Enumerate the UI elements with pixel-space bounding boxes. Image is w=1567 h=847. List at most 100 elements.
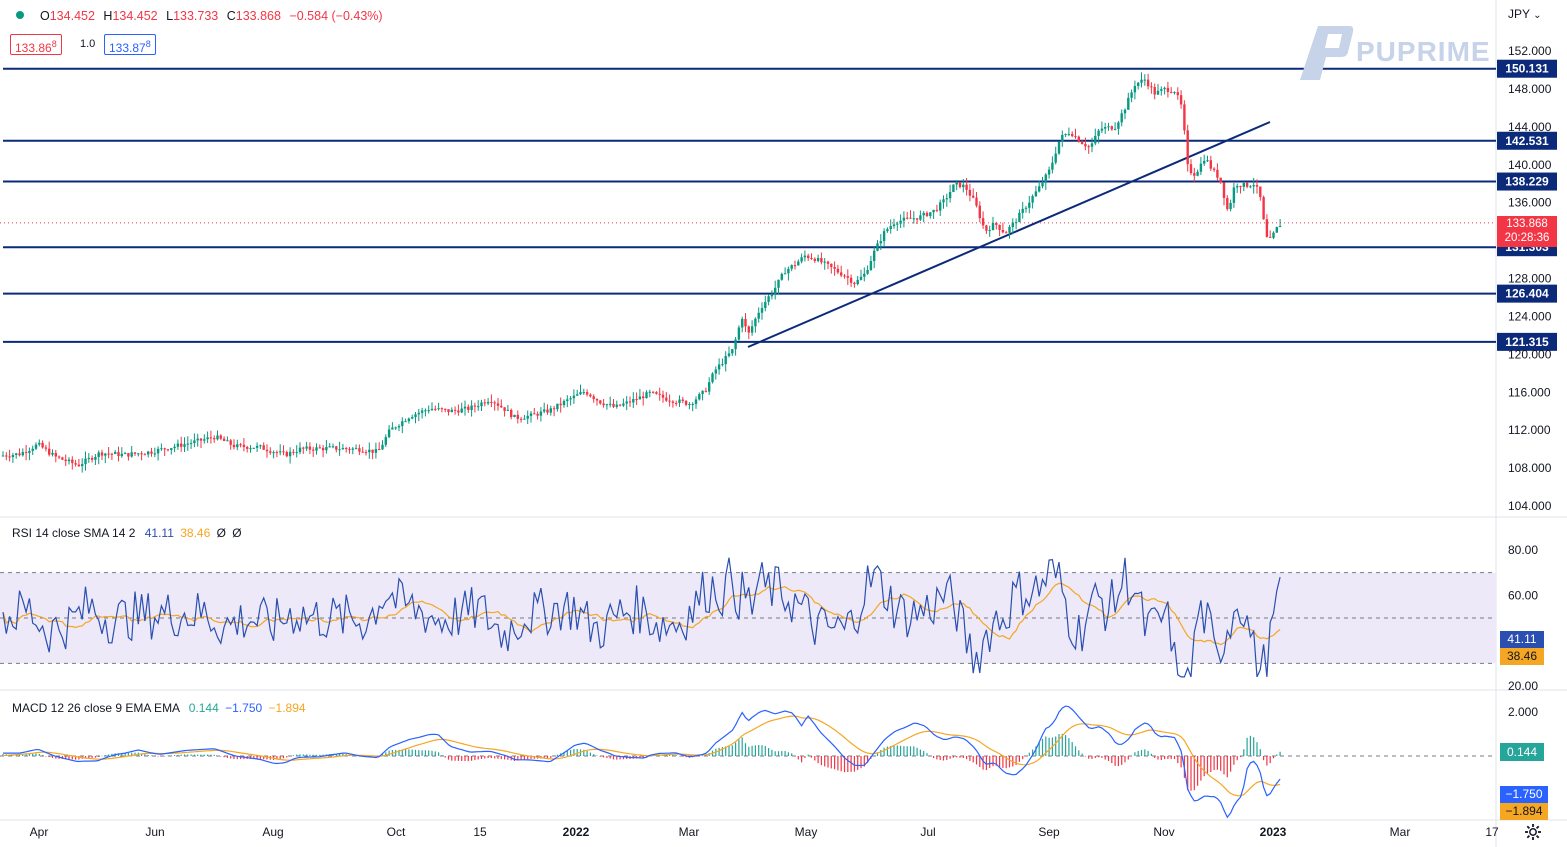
candle-body bbox=[470, 405, 473, 410]
macd-histogram-bar bbox=[725, 746, 727, 756]
candle-body bbox=[401, 421, 404, 427]
candle-body bbox=[1038, 186, 1041, 192]
macd-histogram-bar bbox=[985, 756, 987, 771]
macd-histogram-bar bbox=[210, 754, 212, 756]
macd-histogram-bar bbox=[22, 754, 24, 756]
candle-body bbox=[721, 364, 724, 366]
candle-body bbox=[107, 453, 110, 455]
candle-body bbox=[1176, 92, 1179, 96]
candle-body bbox=[585, 392, 589, 395]
macd-histogram-bar bbox=[312, 754, 314, 756]
candle-body bbox=[67, 459, 71, 462]
candle-body bbox=[57, 456, 61, 458]
macd-histogram-bar bbox=[98, 756, 100, 758]
candle-body bbox=[625, 401, 628, 404]
macd-histogram-bar bbox=[438, 752, 440, 756]
macd-histogram-bar bbox=[154, 756, 156, 757]
candle-body bbox=[110, 453, 114, 455]
macd-histogram-bar bbox=[966, 756, 968, 760]
macd-histogram-bar bbox=[949, 756, 951, 759]
candle-body bbox=[724, 356, 727, 365]
currency-label: JPY bbox=[1508, 7, 1530, 21]
candle-body bbox=[288, 451, 292, 457]
macd-histogram-bar bbox=[414, 749, 417, 756]
candle-body bbox=[972, 195, 975, 198]
candle-body bbox=[572, 395, 576, 399]
macd-histogram-bar bbox=[1005, 756, 1007, 769]
candle-body bbox=[28, 450, 31, 453]
candle-body bbox=[1196, 171, 1199, 176]
candle-body bbox=[912, 218, 915, 220]
macd-histogram-bar bbox=[1055, 736, 1057, 756]
macd-histogram-bar bbox=[1038, 742, 1040, 756]
macd-histogram-bar bbox=[203, 754, 205, 756]
macd-histogram-bar bbox=[306, 754, 308, 756]
macd-histogram-bar bbox=[226, 756, 228, 758]
candle-body bbox=[793, 265, 797, 267]
macd-histogram-bar bbox=[867, 756, 869, 763]
candle-body bbox=[536, 413, 539, 416]
candle-body bbox=[163, 448, 166, 450]
candle-body bbox=[859, 276, 863, 280]
candle-body bbox=[582, 392, 585, 394]
candle-body bbox=[892, 224, 896, 227]
candle-body bbox=[48, 448, 51, 455]
macd-histogram-bar bbox=[1144, 749, 1146, 756]
candle-body bbox=[450, 409, 453, 413]
macd-histogram-bar bbox=[279, 756, 281, 759]
sell-pip: 8 bbox=[51, 39, 57, 49]
macd-legend: MACD 12 26 close 9 EMA EMA 0.144 −1.750 … bbox=[12, 701, 306, 715]
time-tick-label: May bbox=[795, 825, 818, 839]
macd-histogram-bar bbox=[593, 754, 595, 756]
candle-body bbox=[249, 448, 252, 450]
candle-body bbox=[807, 255, 810, 259]
candle-body bbox=[605, 404, 609, 406]
macd-histogram-bar bbox=[68, 756, 70, 760]
candle-body bbox=[1123, 109, 1127, 114]
candle-body bbox=[552, 408, 556, 410]
candle-body bbox=[473, 405, 477, 407]
macd-histogram-bar bbox=[939, 756, 941, 760]
candle-body bbox=[599, 400, 602, 404]
macd-histogram-bar bbox=[764, 745, 766, 756]
currency-selector[interactable]: JPY ⌄ bbox=[1508, 7, 1542, 21]
rsi-tick-label: 20.00 bbox=[1508, 679, 1538, 693]
macd-histogram-bar bbox=[381, 754, 384, 756]
gear-icon[interactable] bbox=[1523, 822, 1543, 842]
time-tick-label: Mar bbox=[679, 825, 700, 839]
buy-button[interactable]: 133.878 bbox=[104, 34, 156, 55]
rsi-value-tag: 41.11 bbox=[1500, 631, 1544, 648]
macd-histogram-bar bbox=[48, 756, 50, 758]
candle-body bbox=[1199, 163, 1203, 172]
macd-histogram-bar bbox=[187, 754, 189, 756]
level-tag-label: 150.131 bbox=[1505, 62, 1549, 76]
macd-histogram-bar bbox=[741, 737, 743, 756]
sell-button[interactable]: 133.868 bbox=[10, 34, 62, 55]
candle-body bbox=[579, 392, 582, 395]
time-tick-label: 17 bbox=[1485, 825, 1499, 839]
macd-histogram-bar bbox=[447, 756, 450, 760]
candle-body bbox=[285, 452, 288, 457]
candle-body bbox=[1084, 144, 1087, 147]
macd-histogram-bar bbox=[761, 745, 763, 756]
macd-histogram-bar bbox=[774, 751, 776, 756]
candle-body bbox=[820, 257, 823, 263]
macd-histogram-bar bbox=[1022, 756, 1024, 760]
candle-body bbox=[391, 427, 394, 430]
macd-histogram-bar bbox=[995, 756, 997, 766]
macd-histogram-bar bbox=[15, 754, 17, 756]
macd-histogram-bar bbox=[170, 755, 172, 756]
macd-histogram-bar bbox=[1104, 756, 1106, 760]
macd-histogram-bar bbox=[299, 754, 301, 756]
brand-mark-icon bbox=[1300, 26, 1354, 80]
macd-histogram-bar bbox=[111, 753, 113, 756]
macd-histogram-bar bbox=[75, 756, 77, 760]
candle-body bbox=[147, 451, 150, 455]
candle-body bbox=[203, 439, 206, 441]
macd-histogram-bar bbox=[1114, 756, 1116, 766]
candle-body bbox=[490, 401, 493, 403]
candle-body bbox=[213, 438, 216, 440]
candle-body bbox=[1047, 169, 1051, 175]
candle-body bbox=[770, 293, 774, 297]
